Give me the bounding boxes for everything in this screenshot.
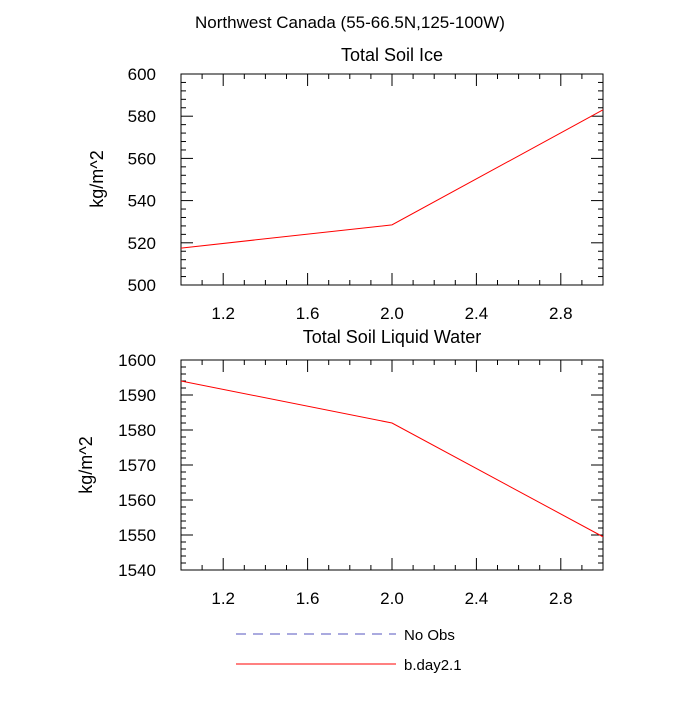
water-y-tick-label: 1600 (118, 351, 156, 370)
legend-label-no-obs: No Obs (404, 627, 455, 644)
ice-y-tick-label: 600 (128, 65, 156, 84)
legend: No Obs b.day2.1 (236, 627, 462, 674)
water-title: Total Soil Liquid Water (303, 327, 481, 347)
water-plot-frame (180, 359, 604, 571)
ice-y-tick-label: 580 (128, 107, 156, 126)
water-series-line-b-day2-1 (180, 380, 604, 538)
water-x-tick-label: 2.4 (465, 589, 489, 608)
water-y-tick-label: 1540 (118, 561, 156, 580)
ice-x-tick-label: 2.0 (380, 304, 404, 323)
water-x-tick-label: 2.8 (549, 589, 573, 608)
ice-y-tick-label: 560 (128, 149, 156, 168)
ice-x-tick-label: 1.2 (211, 304, 235, 323)
ice-x-tick-label: 1.6 (296, 304, 320, 323)
ice-y-axis-label: kg/m^2 (87, 150, 107, 207)
water-y-tick-label: 1560 (118, 491, 156, 510)
ice-y-tick-label: 500 (128, 276, 156, 295)
water-y-tick-label: 1550 (118, 526, 156, 545)
ice-y-tick-label: 540 (128, 192, 156, 211)
water-y-tick-label: 1590 (118, 386, 156, 405)
water-x-tick-label: 2.0 (380, 589, 404, 608)
panel-soil-liquid-water: Total Soil Liquid Water kg/m^2 1.2 1.6 2.0 2.… (76, 327, 604, 608)
water-y-tick-label: 1580 (118, 421, 156, 440)
ice-x-tick-label: 2.8 (549, 304, 573, 323)
water-y-axis-label: kg/m^2 (76, 436, 96, 493)
ice-y-tick-label: 520 (128, 234, 156, 253)
figure-title: Northwest Canada (55-66.5N,125-100W) (195, 13, 505, 32)
ice-series-line-b-day2-1 (180, 109, 604, 249)
panel-soil-ice: Total Soil Ice kg/m^2 1.2 1.6 2.0 2.4 2.8 500 52… (87, 45, 604, 323)
water-y-tick-label: 1570 (118, 456, 156, 475)
water-x-tick-label: 1.6 (296, 589, 320, 608)
legend-label-b-day2-1: b.day2.1 (404, 657, 462, 674)
ice-plot-frame (180, 73, 604, 286)
water-x-tick-label: 1.2 (211, 589, 235, 608)
ice-title: Total Soil Ice (341, 45, 443, 65)
ice-x-tick-label: 2.4 (465, 304, 489, 323)
